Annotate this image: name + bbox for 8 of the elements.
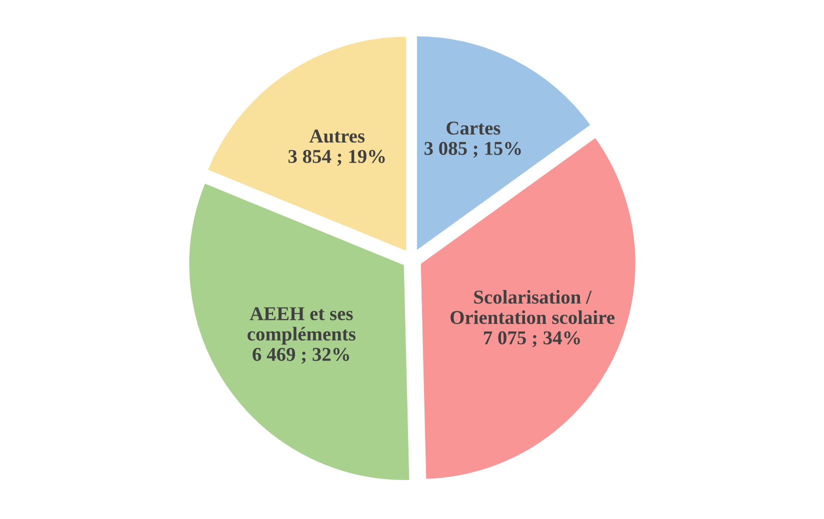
slice-label: Autres <box>309 130 365 143</box>
data-label: 3 085 ; 15% <box>424 142 521 158</box>
slice-label: Scolarisation / Orientation scolaire <box>450 290 615 324</box>
slice-label: AEEH et ses compléments <box>248 307 356 345</box>
slice-label: Cartes <box>446 122 500 135</box>
data-label: 7 075 ; 34% <box>484 331 580 348</box>
data-label: 6 469 ; 32% <box>252 348 350 364</box>
data-label: 3 854 ; 19% <box>288 150 385 166</box>
